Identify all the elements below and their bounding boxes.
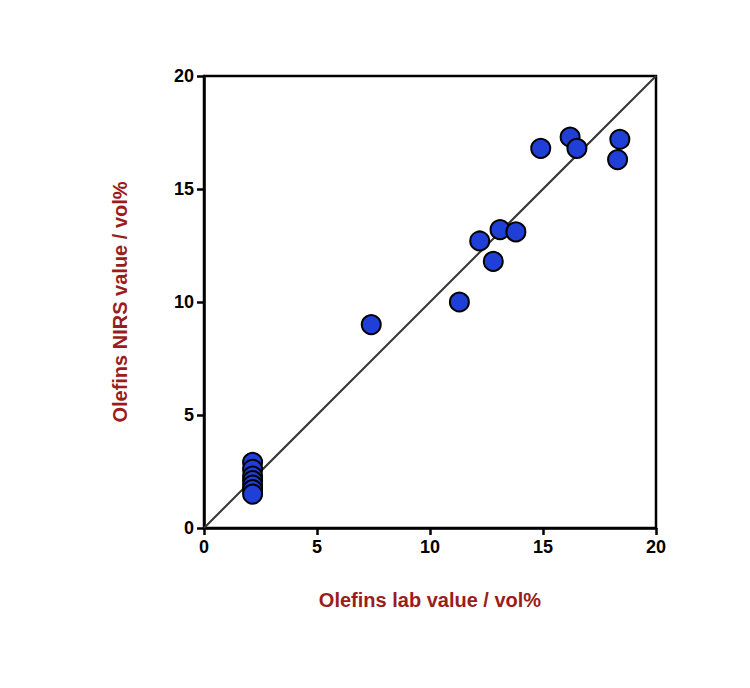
svg-text:10: 10 <box>420 537 440 557</box>
svg-text:15: 15 <box>533 537 553 557</box>
svg-text:5: 5 <box>312 537 322 557</box>
svg-text:Olefins NIRS value / vol%: Olefins NIRS value / vol% <box>109 181 131 422</box>
svg-text:20: 20 <box>174 66 194 86</box>
svg-text:5: 5 <box>184 405 194 425</box>
svg-text:0: 0 <box>199 537 209 557</box>
svg-text:0: 0 <box>184 518 194 538</box>
svg-text:15: 15 <box>174 179 194 199</box>
svg-text:20: 20 <box>646 537 666 557</box>
svg-text:Olefins lab value / vol%: Olefins lab value / vol% <box>319 589 542 611</box>
svg-text:10: 10 <box>174 292 194 312</box>
